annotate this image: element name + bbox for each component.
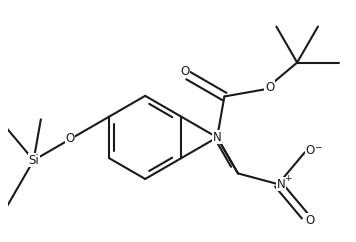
Text: O: O [180,65,190,78]
Text: O: O [306,144,315,157]
Text: N: N [277,178,286,191]
Text: N: N [213,131,221,144]
Text: O: O [265,81,274,94]
Text: +: + [284,174,292,183]
Text: −: − [314,142,322,151]
Text: Si: Si [28,154,39,167]
Text: O: O [306,214,315,227]
Text: O: O [65,132,74,145]
